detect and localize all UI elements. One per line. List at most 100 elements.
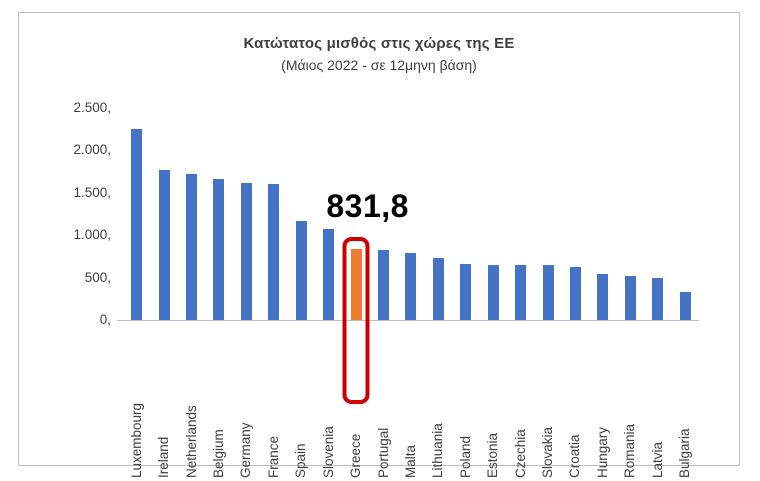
y-tick-label: 1.500, (73, 184, 111, 200)
bar-column-latvia: Latvia (644, 108, 671, 478)
bar-column-lithuania: Lithuania (425, 108, 452, 478)
x-label-area: Slovenia (320, 320, 336, 478)
bar-belgium (213, 179, 225, 320)
bar-greece (350, 249, 362, 320)
bar-area (158, 108, 170, 320)
bar-area (295, 108, 307, 320)
plot-area: 0, 500, 1.000, 1.500, 2.000, 2.500, Luxembour… (31, 100, 699, 478)
x-label-area: Romania (622, 320, 638, 478)
bar-column-poland: Poland (452, 108, 479, 478)
bar-france (268, 184, 280, 320)
bar-area (405, 108, 417, 320)
x-label-area: Lithuania (430, 320, 446, 478)
bar-ireland (158, 169, 170, 320)
y-axis: 0, 500, 1.000, 1.500, 2.000, 2.500, (31, 100, 123, 327)
x-axis-label-latvia: Latvia (649, 441, 665, 478)
x-axis-label-bulgaria: Bulgaria (677, 428, 693, 478)
bar-area (624, 108, 636, 320)
highlight-box (342, 237, 370, 404)
bar-area (378, 108, 389, 320)
bar-luxembourg (131, 128, 143, 320)
bar-column-spain: Spain (288, 108, 315, 478)
x-axis-label-slovakia: Slovakia (540, 426, 556, 478)
x-axis-label-lithuania: Lithuania (430, 423, 446, 478)
highlight-annotation: 831,8 (326, 188, 409, 225)
bar-column-hungary: Hungary (589, 108, 616, 478)
bar-czechia (515, 264, 527, 320)
y-tick-label: 2.000, (73, 142, 111, 158)
bar-latvia (652, 277, 664, 320)
bar-column-croatia: Croatia (562, 108, 589, 478)
bar-column-slovenia: Slovenia (315, 108, 342, 478)
chart-container: Κατώτατος μισθός στις χώρες της ΕΕ (Μάιο… (18, 12, 740, 478)
bar-column-france: France (260, 108, 287, 478)
bar-area (350, 108, 362, 320)
x-label-area: Malta (402, 320, 418, 478)
bar-column-portugal: Portugal (370, 108, 397, 478)
chart-title: Κατώτατος μισθός στις χώρες της ΕΕ (243, 35, 515, 52)
x-axis-label-czechia: Czechia (512, 429, 528, 478)
bar-poland (460, 264, 472, 320)
bar-column-netherlands: Netherlands (178, 108, 205, 478)
bar-column-slovakia: Slovakia (534, 108, 561, 478)
bar-malta (405, 252, 417, 320)
bar-area (323, 108, 335, 320)
x-axis-label-germany: Germany (238, 422, 254, 478)
bar-slovakia (542, 265, 554, 320)
bar-area (597, 108, 609, 320)
bar-area (131, 108, 143, 320)
bar-area (652, 108, 664, 320)
x-axis-line (117, 320, 699, 321)
x-axis-label-hungary: Hungary (594, 426, 610, 478)
x-axis-label-slovenia: Slovenia (320, 426, 336, 478)
x-axis-label-portugal: Portugal (375, 427, 391, 478)
bar-area (515, 108, 527, 320)
x-label-area: Belgium (210, 320, 226, 478)
bar-column-germany: Germany (233, 108, 260, 478)
x-axis-label-poland: Poland (457, 435, 473, 478)
x-label-area: Germany (238, 320, 254, 478)
bar-area (569, 108, 581, 320)
bar-column-malta: Malta (397, 108, 424, 478)
bar-germany (240, 182, 252, 320)
x-label-area: Croatia (567, 320, 582, 478)
x-axis-label-luxembourg: Luxembourg (128, 402, 144, 478)
chart-subtitle: (Μάιος 2022 - σε 12μηνη βάση) (281, 57, 477, 73)
x-axis-label-romania: Romania (622, 423, 638, 478)
bar-area (186, 108, 198, 320)
bar-column-greece: Greece 831,8 (326, 108, 408, 478)
y-tick-label: 2.500, (73, 100, 111, 115)
bar-hungary (597, 274, 609, 320)
x-label-area: Latvia (649, 320, 665, 478)
x-axis-label-france: France (265, 435, 281, 478)
bar-column-bulgaria: Bulgaria (671, 108, 698, 478)
bar-area (213, 108, 225, 320)
x-axis-label-belgium: Belgium (210, 429, 226, 478)
x-axis-label-netherlands: Netherlands (183, 405, 199, 478)
bar-column-luxembourg: Luxembourg (123, 108, 150, 478)
bar-bulgaria (679, 291, 691, 320)
bar-spain (295, 221, 307, 320)
bar-area (679, 108, 691, 320)
x-axis-label-malta: Malta (402, 444, 418, 478)
bar-croatia (569, 267, 581, 320)
bar-column-ireland: Ireland (150, 108, 177, 478)
bar-lithuania (432, 258, 444, 320)
x-axis-label-spain: Spain (293, 443, 309, 478)
x-label-area: Poland (457, 320, 473, 478)
bar-column-estonia: Estonia (479, 108, 506, 478)
x-label-area: Ireland (156, 320, 171, 478)
y-tick-label: 1.000, (73, 227, 111, 243)
columns: Luxembourg Ireland Netherlands Belgium Germa… (123, 108, 699, 478)
x-label-area: Bulgaria (677, 320, 693, 478)
bar-area (487, 108, 499, 320)
x-label-area: Spain (293, 320, 309, 478)
x-label-area: Luxembourg (128, 320, 144, 478)
bar-area (432, 108, 444, 320)
y-tick-label: 500, (84, 269, 111, 285)
x-label-area: Netherlands (183, 320, 199, 478)
columns-wrap: Luxembourg Ireland Netherlands Belgium Germa… (117, 108, 699, 478)
x-label-area: Hungary (594, 320, 610, 478)
x-axis-label-estonia: Estonia (485, 432, 501, 478)
y-tick-label: 0, (99, 312, 111, 327)
